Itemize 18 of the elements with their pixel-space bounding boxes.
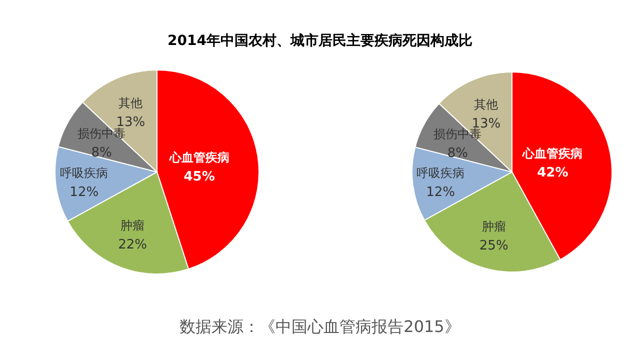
slice-label: 心血管疾病 [522, 146, 583, 161]
data-label: 8% [447, 146, 468, 162]
data-label: 8% [91, 146, 112, 161]
data-label: 25% [479, 238, 508, 254]
data-label: 42% [537, 166, 568, 181]
data-label: 45% [184, 169, 215, 184]
slice-label: 其他 [474, 97, 498, 112]
source-note: 数据来源：《中国心血管病报告2015》 [180, 317, 460, 336]
data-label: 12% [426, 185, 456, 200]
slice-label: 其他 [118, 96, 143, 110]
slice-label: 呼吸疾病 [60, 166, 108, 180]
slice-label: 肿瘤 [482, 219, 506, 234]
text: 2014年中国农村、城市居民主要疾病死因构成比 [168, 32, 472, 49]
slice-label: 呼吸疾病 [416, 166, 465, 180]
slice-label: 肿瘤 [120, 218, 145, 233]
data-label: 22% [118, 238, 148, 253]
slice-label: 心血管疾病 [168, 150, 230, 164]
data-label: 12% [70, 185, 99, 200]
